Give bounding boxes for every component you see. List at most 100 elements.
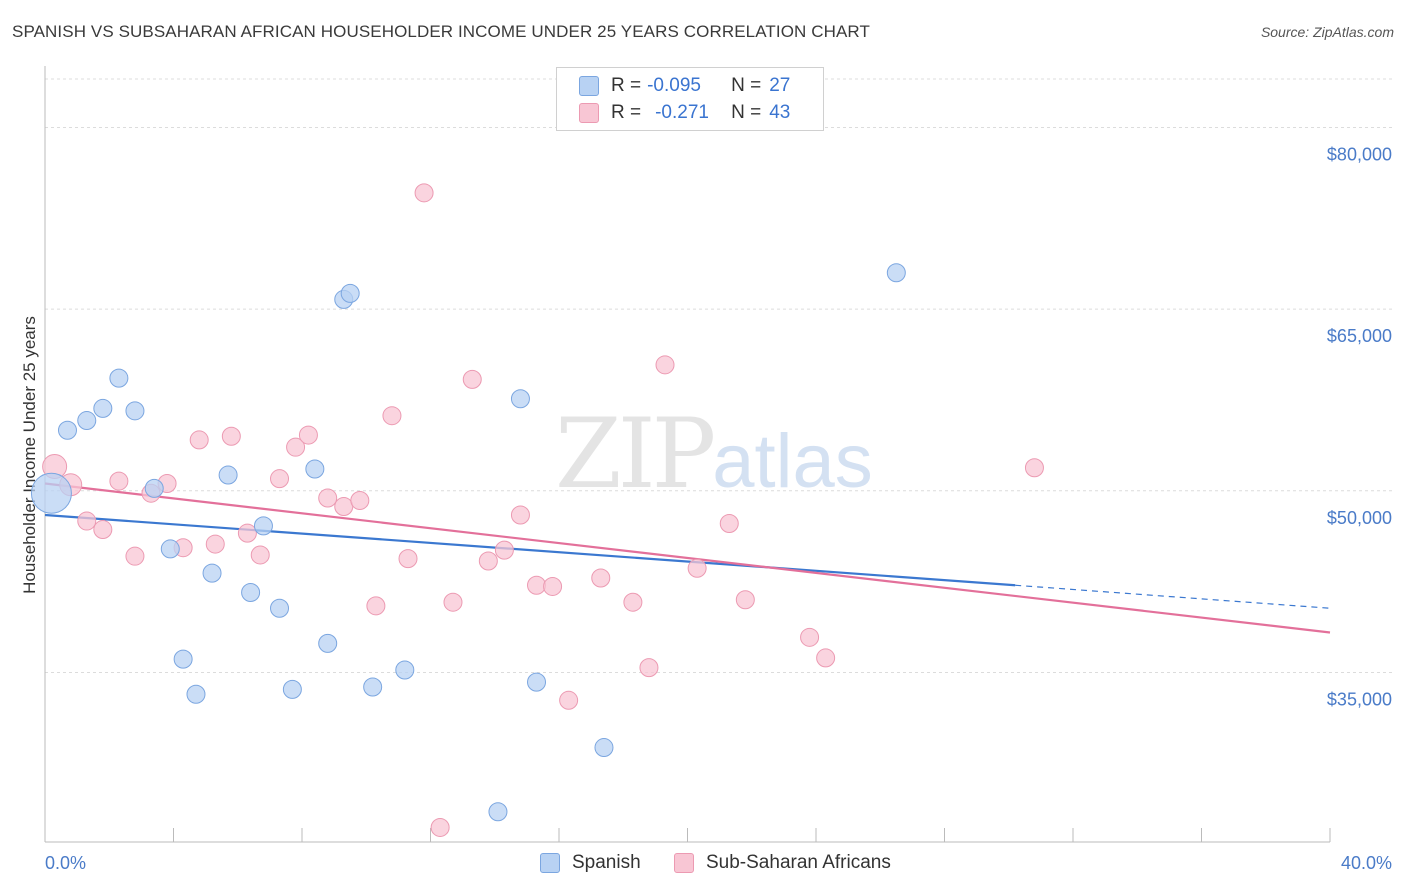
point-african bbox=[719, 513, 739, 533]
point-african bbox=[125, 546, 145, 566]
legend-swatch-spanish bbox=[579, 76, 599, 96]
legend-n-label: N = bbox=[731, 102, 762, 123]
point-african bbox=[350, 490, 370, 510]
legend-row-spanish: R = -0.095 N = 27 bbox=[579, 73, 790, 99]
point-spanish bbox=[160, 539, 180, 559]
point-african bbox=[109, 471, 129, 491]
point-african bbox=[559, 690, 579, 710]
point-african bbox=[298, 425, 318, 445]
point-african bbox=[189, 430, 209, 450]
point-african bbox=[286, 437, 306, 457]
legend-r-label: R = bbox=[611, 75, 642, 96]
point-african bbox=[382, 406, 402, 426]
point-spanish bbox=[173, 649, 193, 669]
bottom-legend-label: Sub-Saharan Africans bbox=[706, 852, 891, 873]
point-african bbox=[687, 558, 707, 578]
legend-swatch-african bbox=[579, 103, 599, 123]
point-spanish bbox=[186, 684, 206, 704]
point-spanish bbox=[77, 411, 97, 431]
axis-layer bbox=[44, 66, 1331, 843]
point-african bbox=[527, 575, 547, 595]
point-african bbox=[270, 469, 290, 489]
point-african bbox=[591, 568, 611, 588]
point-african bbox=[735, 590, 755, 610]
point-spanish bbox=[340, 283, 360, 303]
point-spanish bbox=[125, 401, 145, 421]
point-spanish bbox=[202, 563, 222, 583]
point-spanish bbox=[270, 598, 290, 618]
source-label: Source: ZipAtlas.com bbox=[1260, 24, 1394, 40]
y-tick-label: $50,000 bbox=[1327, 508, 1392, 528]
point-african bbox=[237, 523, 257, 543]
point-african bbox=[77, 511, 97, 531]
point-african bbox=[1024, 458, 1044, 478]
bottom-legend-african: Sub-Saharan Africans bbox=[674, 851, 891, 875]
point-spanish bbox=[30, 472, 72, 514]
y-tick-label: $35,000 bbox=[1327, 689, 1392, 709]
point-spanish bbox=[488, 802, 508, 822]
point-african bbox=[414, 183, 434, 203]
point-african bbox=[221, 426, 241, 446]
point-spanish bbox=[253, 516, 273, 536]
point-spanish bbox=[93, 398, 113, 418]
point-spanish bbox=[395, 660, 415, 680]
trend-line-african bbox=[44, 482, 1331, 634]
trend-line-extension-spanish bbox=[1015, 584, 1331, 609]
y-tick-label: $80,000 bbox=[1327, 144, 1392, 164]
x-tick-label: 0.0% bbox=[45, 853, 86, 873]
point-african bbox=[334, 497, 354, 517]
point-spanish bbox=[109, 368, 129, 388]
bottom-swatch-african bbox=[674, 853, 694, 873]
point-african bbox=[366, 596, 386, 616]
bottom-legend-spanish: Spanish bbox=[540, 851, 641, 875]
trend-layer bbox=[44, 482, 1331, 634]
point-african bbox=[543, 576, 563, 596]
point-spanish bbox=[318, 633, 338, 653]
watermark: ZIPatlas bbox=[555, 398, 873, 510]
tick-label-layer: $35,000 $50,000 $65,000 $80,000 0.0% 40.0% bbox=[45, 144, 1392, 873]
watermark-atlas: atlas bbox=[712, 419, 873, 504]
trend-line-spanish bbox=[44, 513, 1016, 587]
point-spanish bbox=[144, 478, 164, 498]
point-african bbox=[478, 551, 498, 571]
point-spanish bbox=[594, 738, 614, 758]
point-african bbox=[398, 549, 418, 569]
point-african bbox=[93, 520, 113, 540]
grid-layer bbox=[45, 78, 1392, 673]
point-african bbox=[250, 545, 270, 565]
point-african bbox=[655, 355, 675, 375]
point-african bbox=[205, 534, 225, 554]
point-spanish bbox=[241, 583, 261, 603]
watermark-zip: ZIP bbox=[555, 398, 716, 510]
bottom-swatch-spanish bbox=[540, 853, 560, 873]
points-layer bbox=[30, 183, 1044, 837]
point-spanish bbox=[282, 679, 302, 699]
point-spanish bbox=[57, 420, 77, 440]
point-african bbox=[800, 627, 820, 647]
chart-title: SPANISH VS SUBSAHARAN AFRICAN HOUSEHOLDE… bbox=[12, 22, 870, 41]
point-african bbox=[318, 488, 338, 508]
point-spanish bbox=[363, 677, 383, 697]
point-african bbox=[816, 648, 836, 668]
point-african bbox=[623, 592, 643, 612]
legend-n-label: N = bbox=[731, 75, 762, 96]
legend-r-value: -0.271 bbox=[655, 102, 709, 123]
point-african bbox=[639, 658, 659, 678]
legend-n-value: 43 bbox=[769, 102, 791, 123]
point-african bbox=[443, 592, 463, 612]
point-african bbox=[494, 540, 514, 560]
point-african bbox=[510, 505, 530, 525]
point-spanish bbox=[218, 465, 238, 485]
x-tick-label: 40.0% bbox=[1341, 853, 1392, 873]
point-african bbox=[430, 817, 450, 837]
y-tick-label: $65,000 bbox=[1327, 326, 1392, 346]
point-spanish bbox=[510, 389, 530, 409]
legend-r-value: -0.095 bbox=[647, 75, 701, 96]
correlation-legend: R = -0.095 N = 27 R = -0.271 N = 43 bbox=[556, 67, 824, 131]
point-spanish bbox=[305, 459, 325, 479]
legend-n-value: 27 bbox=[769, 75, 791, 96]
legend-r-label: R = bbox=[611, 102, 642, 123]
bottom-legend-label: Spanish bbox=[572, 852, 641, 873]
point-african bbox=[462, 369, 482, 389]
